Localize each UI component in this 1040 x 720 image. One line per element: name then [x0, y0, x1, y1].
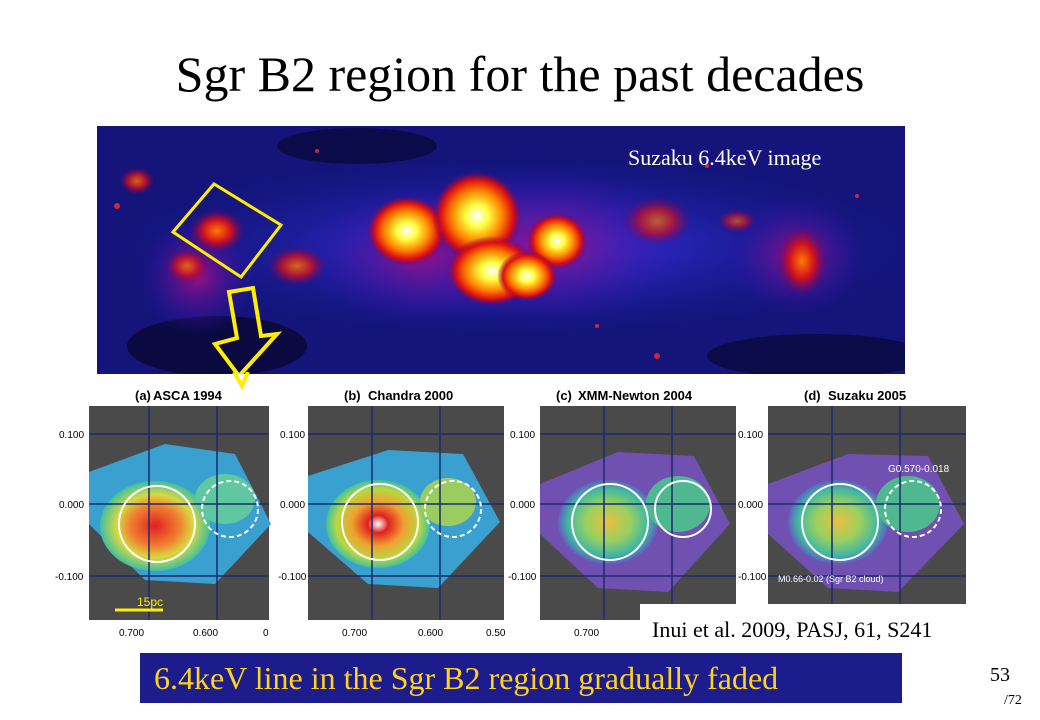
y-tick: -0.100 [55, 572, 84, 583]
y-tick: 0.000 [59, 500, 84, 511]
panel-xmm: (c) XMM-Newton 2004 0.100 0.000 -0.100 0… [508, 384, 738, 640]
panel-suzaku: (d) Suzaku 2005 G0.570-0.018 M0.66-0.02 … [738, 384, 968, 640]
panel-label: (d) [804, 388, 821, 403]
panel-chandra: (b) Chandra 2000 0.100 0.000 -0.100 0.70… [278, 384, 508, 640]
source-label: G0.570-0.018 [888, 464, 950, 475]
y-tick: 0.000 [510, 500, 535, 511]
panel-mission: Suzaku 2005 [828, 388, 906, 403]
page-total: /72 [1004, 693, 1022, 708]
suzaku-image [97, 126, 905, 374]
slide-title: Sgr B2 region for the past decades [175, 46, 865, 102]
y-tick: -0.100 [738, 572, 767, 583]
y-tick: 0.100 [510, 430, 535, 441]
x-tick: 0 [263, 628, 269, 639]
panel-mission: Chandra 2000 [368, 388, 453, 403]
scale-bar-label: 15pc [137, 595, 163, 609]
cloud-label: M0.66-0.02 (Sgr B2 cloud) [778, 574, 884, 584]
panel-mission: ASCA 1994 [153, 388, 223, 403]
y-tick: 0.100 [280, 430, 305, 441]
panel-label: (a) [135, 388, 151, 403]
y-tick: 0.000 [280, 500, 305, 511]
panel-mission: XMM-Newton 2004 [578, 388, 693, 403]
x-tick: 0.700 [342, 628, 367, 639]
y-tick: 0.000 [738, 500, 763, 511]
y-tick: 0.100 [59, 430, 84, 441]
y-tick: -0.100 [278, 572, 307, 583]
image-label: Suzaku 6.4keV image [628, 145, 822, 170]
x-tick: 0.600 [193, 628, 218, 639]
citation: Inui et al. 2009, PASJ, 61, S241 [640, 604, 1010, 656]
panel-label: (c) [556, 388, 572, 403]
x-tick: 0.700 [119, 628, 144, 639]
y-tick: -0.100 [508, 572, 537, 583]
panel-label: (b) [344, 388, 361, 403]
x-tick: 0.600 [418, 628, 443, 639]
x-tick: 0.700 [574, 628, 599, 639]
panel-asca: (a) ASCA 1994 15pc 0.100 0.000 -0.100 0.… [45, 384, 275, 640]
page-number: 53 [990, 664, 1010, 686]
x-tick: 0.50 [486, 628, 506, 639]
y-tick: 0.100 [738, 430, 763, 441]
arrow-icon [232, 372, 250, 391]
conclusion-banner: 6.4keV line in the Sgr B2 region gradual… [140, 653, 902, 703]
